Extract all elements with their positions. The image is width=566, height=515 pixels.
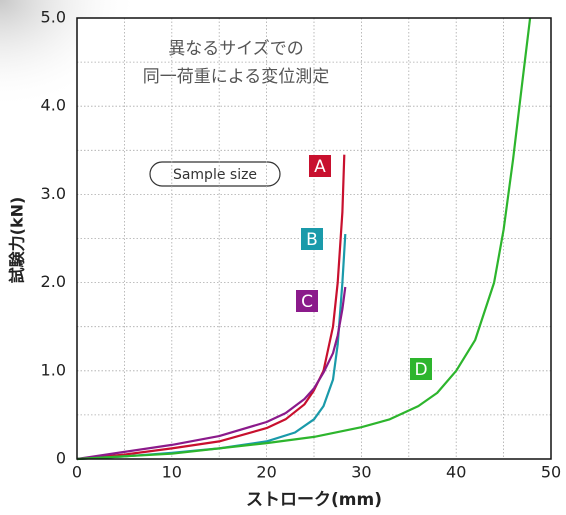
legend-label: A (314, 157, 326, 177)
line-series (76, 286, 347, 461)
y-axis-label: 試験力(kN) (8, 197, 27, 284)
x-tick-label: 10 (162, 463, 182, 482)
y-tick-label: 5.0 (41, 8, 66, 27)
x-tick-label: 0 (72, 463, 82, 482)
plot-border (76, 17, 552, 460)
y-tick-label: 4.0 (41, 96, 66, 115)
series-tag-box (301, 228, 323, 250)
chart-title: 同一荷重による変位測定 (143, 67, 330, 87)
series-tag-box (410, 358, 432, 380)
x-axis-label: ストローク(mm) (246, 490, 382, 510)
line-series (76, 154, 346, 461)
y-tick-label: 1.0 (41, 360, 66, 379)
y-tick-label: 3.0 (41, 184, 66, 203)
y-tick-label: 2.0 (41, 272, 66, 291)
legend-label: B (306, 230, 318, 250)
line-series (76, 17, 532, 461)
series-tag-box (296, 290, 318, 312)
annotation-box (149, 161, 281, 187)
x-tick-label: 30 (351, 463, 371, 482)
annotation: Sample size (173, 167, 257, 183)
x-tick-label: 50 (541, 463, 561, 482)
legend-label: D (414, 360, 427, 380)
series-tag-box (309, 155, 331, 177)
chart-title: 異なるサイズでの (168, 39, 304, 59)
x-tick-label: 20 (256, 463, 276, 482)
legend-label: C (301, 292, 313, 312)
x-tick-label: 40 (446, 463, 466, 482)
y-tick-label: 0 (56, 449, 66, 468)
